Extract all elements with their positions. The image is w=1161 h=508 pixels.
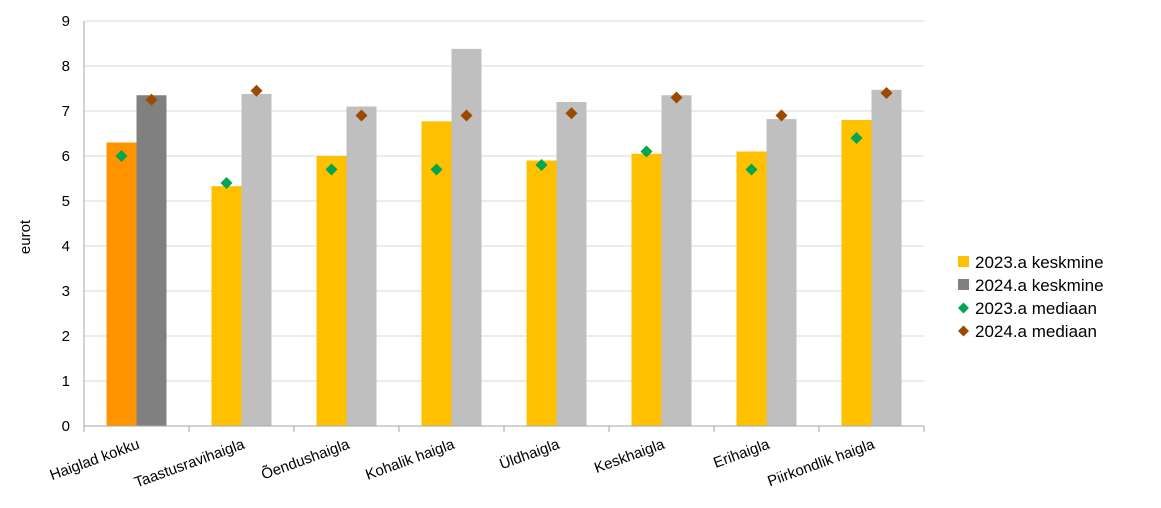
median-marker — [430, 163, 443, 176]
y-tick-label: 3 — [62, 283, 70, 300]
median-marker — [220, 177, 233, 189]
bar — [766, 119, 797, 426]
y-tick-label: 1 — [62, 373, 70, 390]
bar — [106, 142, 137, 426]
y-tick-label: 2 — [62, 328, 70, 345]
legend-label: 2023.a mediaan — [975, 299, 1097, 318]
bar — [556, 102, 587, 426]
x-category-label: Taastusravihaigla — [132, 436, 247, 492]
median-marker — [355, 109, 368, 122]
median-marker — [460, 109, 473, 122]
bar — [451, 48, 482, 427]
median-marker — [565, 107, 578, 120]
legend-swatch — [958, 256, 969, 267]
median-marker — [145, 93, 158, 106]
bar — [631, 153, 662, 426]
y-tick-label: 5 — [62, 193, 70, 210]
median-marker — [535, 159, 548, 171]
bar — [316, 156, 347, 426]
bar — [346, 106, 377, 426]
median-marker — [115, 150, 128, 162]
bar — [661, 95, 692, 426]
y-tick-label: 8 — [62, 58, 70, 75]
median-marker — [670, 91, 683, 104]
y-tick-label: 9 — [62, 13, 70, 30]
x-category-label: Haiglad kokku — [48, 436, 142, 484]
y-tick-label: 7 — [62, 103, 70, 120]
bar — [871, 89, 902, 426]
median-marker — [640, 145, 653, 158]
bar — [841, 120, 872, 426]
median-markers — [115, 84, 893, 189]
bar — [526, 160, 557, 426]
y-tick-label: 0 — [62, 418, 70, 435]
y-tick-labels: 0 1 2 3 4 5 6 7 8 9 — [62, 13, 70, 435]
median-marker — [745, 163, 758, 176]
median-marker — [775, 109, 788, 122]
legend-label: 2024.a mediaan — [975, 322, 1097, 341]
legend-swatch — [958, 279, 969, 290]
x-category-label: Piirkondlik haigla — [765, 436, 877, 491]
median-marker — [880, 87, 893, 99]
bar — [211, 186, 242, 426]
legend-marker — [958, 325, 969, 337]
median-marker — [850, 132, 863, 144]
y-tick-label: 4 — [62, 238, 70, 255]
median-marker — [250, 84, 263, 97]
y-tick-label: 6 — [62, 148, 70, 165]
bars — [106, 48, 902, 427]
x-category-label: Üldhaigla — [497, 435, 563, 474]
y-axis-title: eurot — [17, 219, 34, 254]
legend-label: 2023.a keskmine — [975, 253, 1104, 272]
gridlines — [84, 20, 924, 382]
x-category-label: Erihaigla — [711, 436, 772, 472]
legend-label: 2024.a keskmine — [975, 276, 1104, 295]
axes — [83, 21, 925, 432]
median-marker — [325, 163, 338, 176]
bar — [736, 151, 767, 426]
legend: 2023.a keskmine 2024.a keskmine 2023.a med… — [958, 253, 1104, 341]
x-category-label: Õendushaigla — [259, 436, 352, 484]
x-category-label: Keskhaigla — [592, 436, 667, 477]
legend-marker — [958, 302, 969, 314]
bar — [136, 95, 167, 426]
x-category-label: Kohalik haigla — [363, 436, 457, 484]
bar — [241, 93, 272, 427]
